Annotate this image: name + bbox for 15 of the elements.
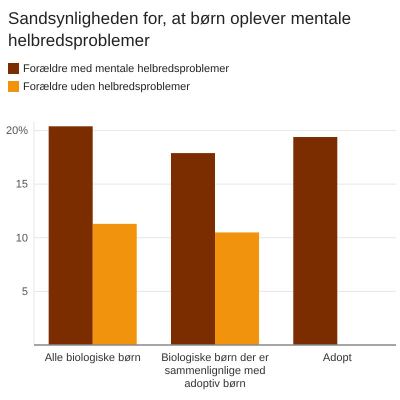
bar xyxy=(48,126,93,345)
y-tick-label: 20% xyxy=(6,125,28,138)
x-tick-label: Biologiske børn der er sammenlignlige med adoptiv børn xyxy=(161,352,270,390)
legend-label: Forældre med mentale helbredsproblemer xyxy=(23,63,230,75)
x-tick-label: Adopt xyxy=(322,352,352,364)
bar xyxy=(92,224,137,345)
y-tick-label: 5 xyxy=(22,286,28,298)
x-tick-label: Alle biologiske børn xyxy=(44,352,141,364)
legend-label: Forældre uden helbredsproblemer xyxy=(23,81,190,93)
y-tick-label: 15 xyxy=(16,178,28,191)
bar xyxy=(215,232,260,345)
y-tick-label: 10 xyxy=(16,232,28,244)
bar xyxy=(170,153,215,345)
bar xyxy=(293,137,338,345)
chart-title: Sandsynligheden for, at børn oplever mentale helbredsproblemer xyxy=(8,9,352,50)
